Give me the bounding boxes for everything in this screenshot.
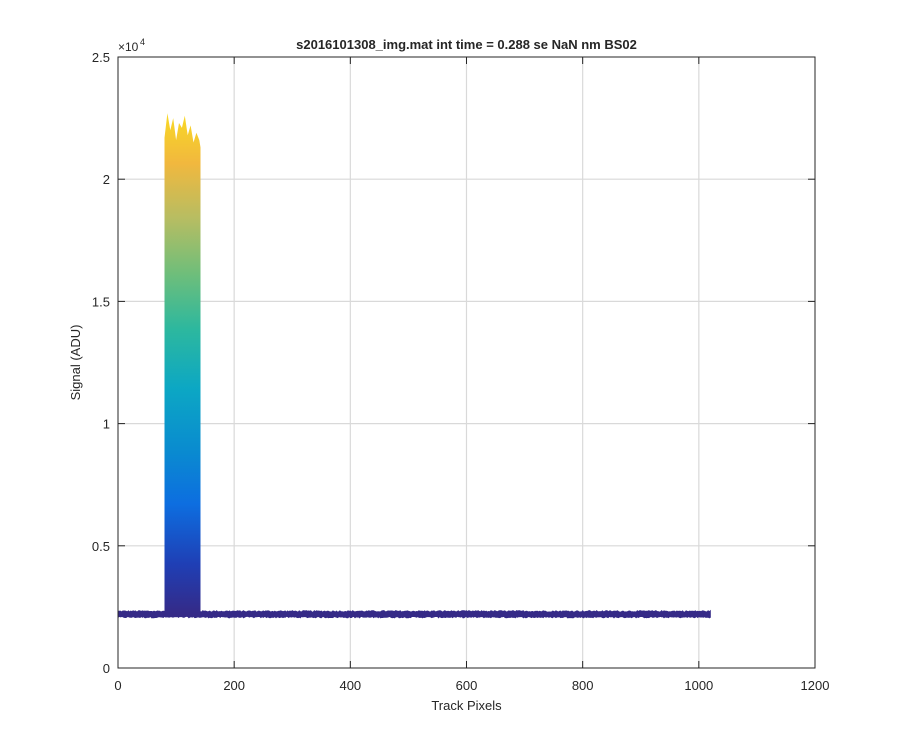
x-tick-label: 400 bbox=[339, 678, 361, 693]
x-tick-label: 600 bbox=[456, 678, 478, 693]
y-tick-label: 0.5 bbox=[92, 539, 110, 554]
grid-lines bbox=[118, 57, 815, 668]
axis-ticks: 0 200 400 600 800 1000 1200 0 0.5 1 1.5 2 2.5 bbox=[92, 50, 830, 693]
x-tick-label: 800 bbox=[572, 678, 594, 693]
y-exponent-power: 4 bbox=[140, 37, 145, 47]
y-exponent-base: ×10 bbox=[118, 40, 139, 54]
x-tick-label: 1200 bbox=[801, 678, 830, 693]
plot-data bbox=[117, 113, 711, 619]
y-tick-label: 2 bbox=[103, 172, 110, 187]
x-axis-label: Track Pixels bbox=[431, 698, 502, 713]
x-tick-label: 0 bbox=[114, 678, 121, 693]
y-tick-label: 2.5 bbox=[92, 50, 110, 65]
y-axis-label: Signal (ADU) bbox=[68, 325, 83, 401]
chart-title: s2016101308_img.mat int time = 0.288 se … bbox=[296, 37, 637, 52]
baseline-band bbox=[117, 609, 711, 619]
x-tick-label: 1000 bbox=[684, 678, 713, 693]
y-tick-label: 1.5 bbox=[92, 294, 110, 309]
y-tick-label: 0 bbox=[103, 661, 110, 676]
y-axis-exponent: ×10 4 bbox=[118, 37, 145, 54]
y-tick-label: 1 bbox=[103, 417, 110, 432]
x-tick-label: 200 bbox=[223, 678, 245, 693]
